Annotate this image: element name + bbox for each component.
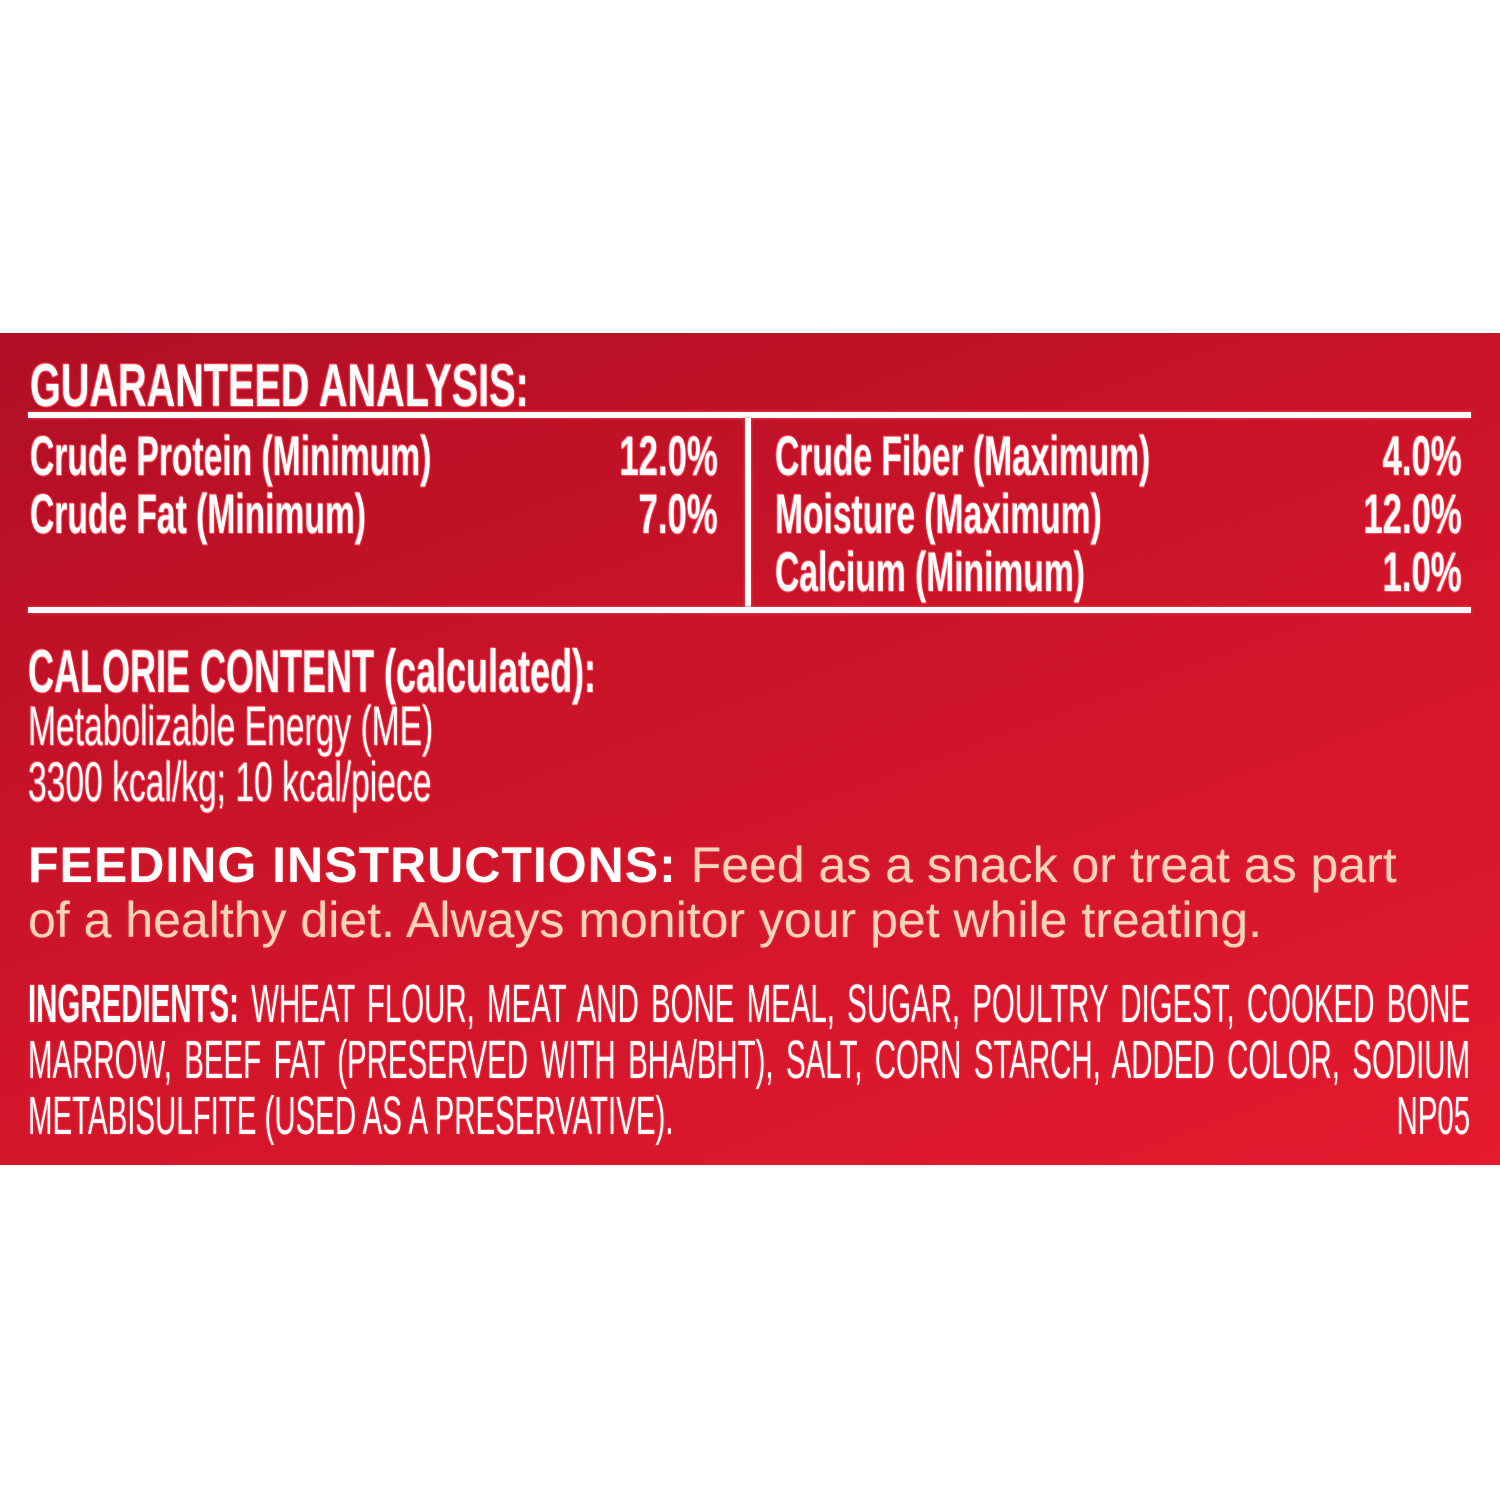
calorie-line: Metabolizable Energy (ME) (28, 694, 434, 757)
analysis-value: 1.0% (1382, 540, 1462, 603)
feeding-label: FEEDING INSTRUCTIONS: (28, 837, 677, 893)
calorie-title: CALORIE CONTENT (calculated): (28, 638, 597, 705)
feeding-line: FEEDING INSTRUCTIONS: Feed as a snack or… (28, 840, 1397, 890)
ingredients-text: WHEAT FLOUR, MEAT AND BONE MEAL, SUGAR, … (251, 974, 1471, 1034)
analysis-value: 12.0% (619, 424, 718, 487)
ingredients-line: INGREDIENTS: WHEAT FLOUR, MEAT AND BONE … (28, 977, 1470, 1031)
analysis-label: Crude Fiber (Maximum) (775, 424, 1151, 487)
guaranteed-analysis-title: GUARANTEED ANALYSIS: (30, 352, 529, 419)
feeding-text: Feed as a snack or treat as part (690, 837, 1397, 893)
analysis-label: Moisture (Maximum) (775, 482, 1102, 545)
bottom-rule (28, 607, 1471, 613)
analysis-label: Crude Protein (Minimum) (30, 424, 432, 487)
ingredients-text: MARROW, BEEF FAT (PRESERVED WITH BHA/BHT… (28, 1030, 1471, 1090)
analysis-value: 12.0% (1363, 482, 1462, 545)
product-code: NP05 (1396, 1086, 1471, 1146)
ingredients-text: METABISULFITE (USED AS A PRESERVATIVE). (28, 1086, 674, 1146)
analysis-value: 7.0% (638, 482, 718, 545)
analysis-label: Calcium (Minimum) (775, 540, 1085, 603)
ingredients-line: METABISULFITE (USED AS A PRESERVATIVE). N… (28, 1089, 1470, 1143)
top-rule (28, 412, 1471, 418)
feeding-text: of a healthy diet. Always monitor your p… (28, 892, 1262, 948)
ingredients-label: INGREDIENTS: (28, 974, 239, 1034)
analysis-value: 4.0% (1382, 424, 1462, 487)
column-divider (745, 418, 751, 608)
analysis-label: Crude Fat (Minimum) (30, 482, 366, 545)
calorie-line: 3300 kcal/kg; 10 kcal/piece (28, 750, 432, 813)
